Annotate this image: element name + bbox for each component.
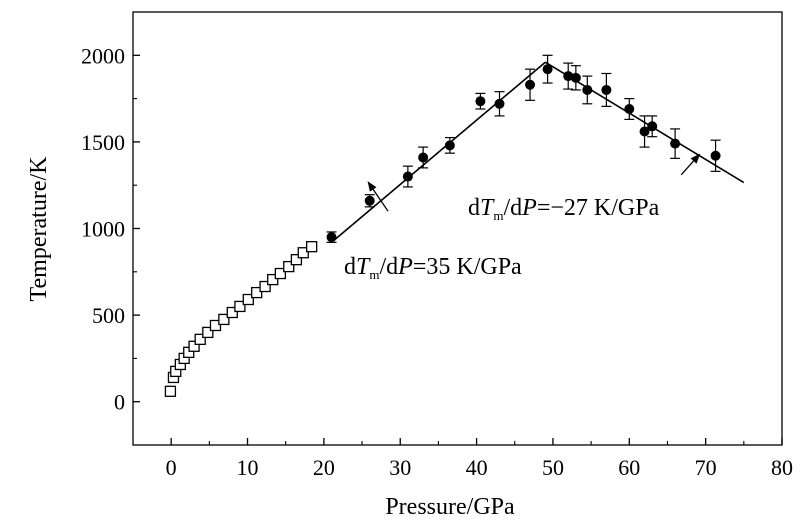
y-tick-label: 0 <box>114 390 125 415</box>
data-point-circle <box>582 75 593 105</box>
x-tick-label: 40 <box>466 455 488 480</box>
marker-dot <box>444 140 455 151</box>
plot-frame <box>132 11 783 446</box>
data-point-circle <box>402 165 413 188</box>
marker-dot <box>601 84 612 95</box>
annotation-slope-35: dTm/dP=35 K/GPa <box>344 254 522 282</box>
plot-area <box>164 54 745 397</box>
data-point-square <box>218 313 230 326</box>
x-tick-label: 10 <box>237 455 259 480</box>
data-point-circle <box>418 146 429 169</box>
data-point-square <box>290 254 303 266</box>
y-axis-title: Temperature/K <box>26 156 52 302</box>
marker-dot <box>494 98 505 109</box>
marker-dot <box>418 152 429 163</box>
data-point-square <box>242 293 254 306</box>
data-point-square <box>259 280 271 293</box>
x-tick-label: 20 <box>313 455 335 480</box>
x-tick-label: 50 <box>542 455 564 480</box>
marker-dot <box>624 103 635 114</box>
marker-dot <box>647 121 658 132</box>
marker-dot <box>364 195 375 206</box>
data-point-square <box>234 300 246 313</box>
data-point-circle <box>670 128 681 159</box>
data-point-square <box>188 340 200 352</box>
data-point-circle <box>364 194 375 208</box>
data-point-square <box>297 247 309 259</box>
y-tick-label: 1500 <box>81 130 125 155</box>
marker-dot <box>639 126 650 137</box>
annotation-arrow-2 <box>680 153 701 176</box>
marker-dot <box>710 150 721 161</box>
data-point-square <box>164 385 177 397</box>
y-tick-label: 1000 <box>81 217 125 242</box>
fit-line <box>331 61 546 243</box>
marker-dot <box>670 138 681 149</box>
data-point-square <box>226 306 238 319</box>
x-tick-label: 70 <box>695 455 717 480</box>
data-point-square <box>274 267 287 280</box>
annotation-arrow-1 <box>367 181 389 212</box>
data-point-circle <box>475 92 486 110</box>
x-axis-title: Pressure/GPa <box>385 494 515 520</box>
data-point-square <box>267 273 279 286</box>
y-tick-label: 500 <box>92 303 125 328</box>
data-point-square <box>202 326 214 339</box>
data-point-circle <box>326 231 337 243</box>
x-tick-label: 60 <box>618 455 640 480</box>
data-point-circle <box>494 91 505 117</box>
data-point-circle <box>601 72 612 107</box>
marker-dot <box>563 71 574 82</box>
x-tick-label: 0 <box>166 455 177 480</box>
data-point-square <box>209 319 222 332</box>
marker-dot <box>570 72 581 83</box>
data-point-square <box>251 286 263 299</box>
data-point-square <box>306 241 318 253</box>
data-point-circle <box>525 68 536 101</box>
data-point-circle <box>570 65 581 91</box>
data-point-circle <box>647 115 658 138</box>
axes: 0 10 20 30 40 50 60 70 80 0 500 1000 1500 2000 <box>81 11 793 480</box>
marker-dot <box>402 171 413 182</box>
data-point-square <box>194 333 206 345</box>
x-tick-label: 30 <box>389 455 411 480</box>
data-point-circle <box>624 97 635 120</box>
y-tick-label: 2000 <box>81 43 125 68</box>
data-point-circle <box>563 62 574 90</box>
data-point-square <box>283 260 295 273</box>
marker-dot <box>525 79 536 90</box>
marker-dot <box>475 96 486 107</box>
data-point-circle <box>444 136 455 154</box>
x-tick-label: 80 <box>771 455 793 480</box>
data-point-circle <box>710 139 721 172</box>
data-point-circle <box>542 54 553 84</box>
annotation-slope-minus-27: dTm/dP=−27 K/GPa <box>468 195 660 223</box>
marker-dot <box>542 64 553 75</box>
marker-dot <box>326 232 337 243</box>
marker-dot <box>582 84 593 95</box>
